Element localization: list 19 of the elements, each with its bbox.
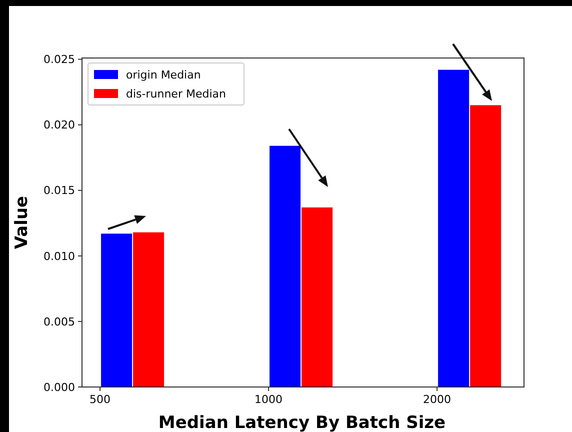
y-tick-label: 0.010 (44, 250, 75, 263)
y-axis-title: Value (12, 196, 32, 250)
x-axis-title: Median Latency By Batch Size (158, 413, 446, 432)
bar (302, 207, 333, 387)
y-tick-label: 0.025 (44, 53, 75, 66)
y-tick-label: 0.015 (44, 184, 75, 198)
x-tick-label: 500 (90, 393, 111, 406)
y-tick-label: 0.020 (44, 118, 75, 132)
y-tick-label: 0.000 (44, 380, 75, 394)
bar (270, 146, 301, 387)
bar (470, 105, 502, 387)
bar (133, 232, 164, 387)
y-tick-label: 0.005 (44, 315, 75, 328)
legend-label: dis-runner Median (126, 87, 226, 100)
bar (438, 70, 470, 387)
x-tick-label: 2000 (423, 393, 452, 406)
x-tick-label: 1000 (254, 393, 283, 406)
bar (101, 234, 132, 387)
legend-label: origin Median (126, 68, 201, 82)
